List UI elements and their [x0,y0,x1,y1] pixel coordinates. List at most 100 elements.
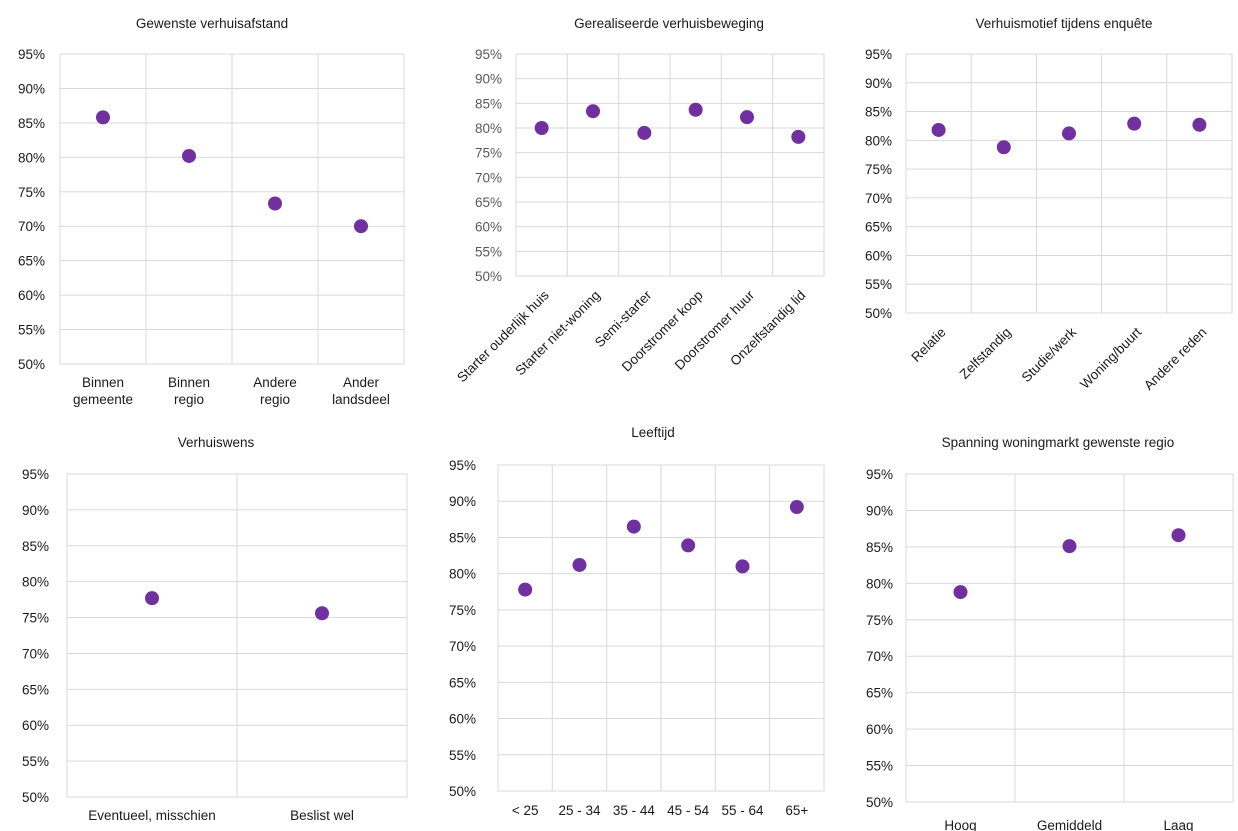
data-point [688,102,703,117]
y-tick-label: 80% [865,133,892,148]
y-tick-label: 55% [18,323,45,338]
data-point [1192,117,1207,132]
y-tick-label: 75% [449,603,476,618]
chart-title: Gerealiseerde verhuisbeweging [574,16,764,31]
chart-title: Verhuiswens [178,435,255,450]
y-tick-label: 95% [449,458,476,473]
x-tick-label: Beslist wel [290,808,354,823]
chart-panel-1: Gewenste verhuisafstand 50% 55% 60% 65% 70% 75… [18,16,405,407]
y-tick-label: 50% [18,357,45,372]
x-tick-label: Andere regio [253,375,297,407]
y-tick-label: 80% [475,121,502,136]
y-tick-label: 70% [449,639,476,654]
y-tick-label: 65% [475,195,502,210]
data-point [626,519,641,534]
data-point [1062,539,1077,554]
y-tick-label: 70% [866,649,893,664]
data-point [735,559,750,574]
y-tick-label: 60% [22,718,49,733]
x-tick-label: Andere reden [1141,325,1209,393]
plot-area [905,473,1234,803]
y-tick-label: 80% [18,150,45,165]
data-point [586,104,600,119]
y-tick-label: 50% [22,790,49,805]
chart-title: Verhuismotief tijdens enquête [975,16,1152,31]
chart-panel-6: Spanning woningmarkt gewenste regio 50% 55… [866,435,1234,831]
y-tick-label: 95% [18,47,45,62]
x-tick-label: Hoog [944,818,976,831]
data-point [534,121,549,135]
x-tick-label: < 25 [512,803,539,818]
y-tick-label: 65% [449,675,476,690]
x-tick-label: Zelfstandig [957,325,1014,382]
x-tick-label: 45 - 54 [667,803,710,818]
x-tick-label: Ander landsdeel [332,375,390,407]
data-point [740,110,754,125]
x-tick-label: 55 - 64 [721,803,764,818]
y-tick-label: 80% [866,576,893,591]
y-tick-label: 50% [449,784,476,799]
y-tick-label: 80% [22,575,49,590]
y-tick-label: 60% [18,288,45,303]
y-tick-label: 85% [475,96,502,111]
y-tick-label: 65% [866,686,893,701]
y-tick-label: 60% [866,722,893,737]
y-tick-label: 60% [865,248,892,263]
y-tick-label: 70% [22,646,49,661]
data-point [1171,528,1186,543]
data-point [637,125,652,140]
y-tick-label: 65% [22,682,49,697]
x-tick-label: Gemiddeld [1037,818,1102,831]
y-tick-label: 50% [475,269,502,284]
data-point [1127,116,1142,131]
y-tick-label: 90% [22,503,49,518]
y-tick-label: 50% [865,306,892,321]
data-point [681,538,696,553]
y-tick-label: 55% [475,244,502,259]
y-tick-label: 90% [866,503,893,518]
y-tick-label: 75% [865,162,892,177]
x-tick-label: Binnen gemeente [73,375,133,407]
x-tick-label: Starter ouderlijk huis [454,287,552,385]
y-tick-label: 70% [18,219,45,234]
data-point [953,585,968,600]
chart-panel-3: Verhuismotief tijdens enquête 50% 55% 60% 65… [865,16,1233,393]
y-tick-label: 85% [865,105,892,120]
chart-title: Gewenste verhuisafstand [136,16,288,31]
data-point [791,129,806,144]
y-tick-label: 65% [18,254,45,269]
chart-panel-4: Verhuiswens 50% 55% 60% 65% 70% 75% 80% 85% 90% 95… [22,435,408,823]
y-tick-label: 65% [865,220,892,235]
y-tick-label: 70% [865,191,892,206]
x-tick-label: Studie/werk [1019,324,1080,385]
y-tick-label: 85% [866,540,893,555]
y-tick-label: 60% [449,712,476,727]
x-tick-label: Starter niet-woning [512,288,603,379]
y-tick-label: 50% [866,795,893,810]
y-tick-label: 85% [449,530,476,545]
x-tick-label: Binnen regio [168,375,210,407]
y-tick-label: 75% [475,146,502,161]
data-point [182,148,196,163]
y-tick-label: 95% [475,47,502,62]
x-tick-label: 25 - 34 [558,803,601,818]
y-tick-label: 60% [475,220,502,235]
data-point [145,591,159,606]
y-tick-label: 55% [22,754,49,769]
y-tick-label: 80% [449,567,476,582]
chart-title: Leeftijd [631,425,675,440]
x-tick-label: Eventueel, misschien [88,808,216,823]
y-tick-label: 70% [475,170,502,185]
data-point [268,196,282,211]
x-tick-label: 65+ [785,803,808,818]
data-point [931,122,946,137]
y-tick-label: 95% [866,467,893,482]
data-point [354,219,368,234]
y-tick-label: 85% [18,116,45,131]
y-tick-label: 75% [866,613,893,628]
chart-panel-5: Leeftijd 50% 55% 60% 65% 70% 75% 80% 85% 90% 95% < … [449,425,825,818]
data-point [789,500,804,515]
x-tick-label: Woning/buurt [1077,324,1144,391]
data-point [315,606,329,621]
